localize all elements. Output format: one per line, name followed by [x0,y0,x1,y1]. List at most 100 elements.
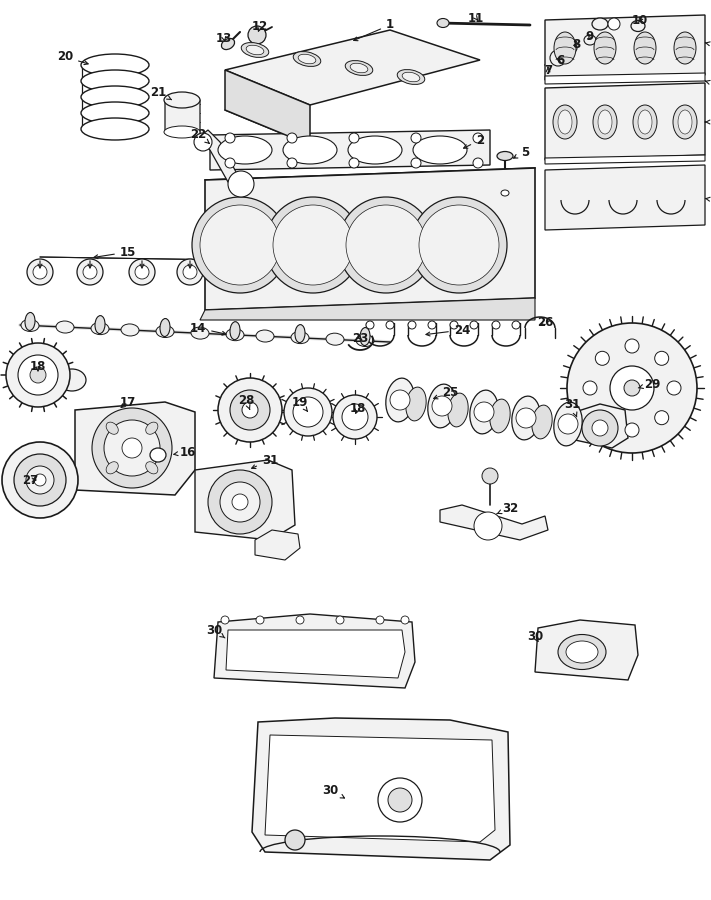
Circle shape [338,197,434,293]
Text: 9: 9 [586,31,594,43]
Ellipse shape [512,396,540,440]
Circle shape [287,133,297,143]
Text: 11: 11 [468,12,484,24]
Circle shape [135,265,149,279]
Text: 26: 26 [537,316,553,328]
Polygon shape [195,460,295,540]
Ellipse shape [291,331,309,344]
Ellipse shape [81,118,149,140]
Ellipse shape [554,32,576,64]
Text: 7: 7 [544,64,552,76]
Circle shape [223,265,237,279]
Ellipse shape [594,32,616,64]
Text: 4: 4 [705,194,711,206]
Text: 18: 18 [350,401,366,415]
Polygon shape [225,30,480,105]
Circle shape [33,265,47,279]
Ellipse shape [674,32,696,64]
Text: 27: 27 [22,473,38,487]
Circle shape [285,830,305,850]
Circle shape [208,470,272,534]
Polygon shape [575,404,628,448]
Text: 29: 29 [638,377,661,391]
Text: 3: 3 [705,39,711,51]
Ellipse shape [25,312,35,330]
Circle shape [218,378,282,442]
Ellipse shape [413,136,467,164]
Ellipse shape [490,399,510,433]
Circle shape [6,343,70,407]
Text: 3: 3 [705,115,711,129]
Circle shape [14,454,66,506]
Text: 5: 5 [513,146,529,158]
Ellipse shape [470,390,498,434]
Ellipse shape [554,402,582,446]
Text: 20: 20 [57,50,88,65]
Circle shape [129,259,155,285]
Ellipse shape [230,321,240,339]
Text: 21: 21 [150,86,171,100]
Ellipse shape [241,42,269,58]
Circle shape [183,265,197,279]
Circle shape [582,410,618,446]
Circle shape [265,197,361,293]
Ellipse shape [346,60,373,76]
Polygon shape [535,620,638,680]
Text: 30: 30 [322,784,345,798]
Circle shape [217,259,243,285]
Circle shape [192,197,288,293]
Circle shape [474,402,494,422]
Ellipse shape [95,316,105,334]
Ellipse shape [218,136,272,164]
Polygon shape [440,505,548,540]
Ellipse shape [106,422,118,435]
Circle shape [228,171,254,197]
Ellipse shape [448,393,468,427]
Text: 24: 24 [426,323,470,337]
Ellipse shape [584,35,596,45]
Circle shape [386,321,394,329]
Circle shape [221,616,229,624]
Text: 32: 32 [496,501,518,515]
Polygon shape [198,130,248,190]
Ellipse shape [497,151,513,160]
Ellipse shape [246,45,264,55]
Polygon shape [545,165,705,230]
Ellipse shape [348,136,402,164]
Circle shape [242,402,258,418]
Ellipse shape [598,110,612,134]
Ellipse shape [91,322,109,335]
Text: 31: 31 [564,399,580,417]
Polygon shape [210,130,490,170]
Text: 2: 2 [464,133,484,148]
Ellipse shape [81,70,149,92]
Circle shape [592,420,608,436]
Ellipse shape [21,320,39,331]
Circle shape [230,390,270,430]
Circle shape [349,158,359,168]
Polygon shape [225,70,310,145]
Circle shape [390,390,410,410]
Ellipse shape [295,325,305,343]
Text: 31: 31 [252,454,278,469]
Polygon shape [545,73,705,84]
Circle shape [30,367,46,383]
Ellipse shape [81,54,149,76]
Circle shape [104,420,160,476]
Ellipse shape [56,321,74,333]
Ellipse shape [121,324,139,336]
Circle shape [34,474,46,486]
Circle shape [92,408,172,488]
Ellipse shape [673,105,697,139]
Circle shape [346,205,426,285]
Text: 14: 14 [190,321,226,335]
Circle shape [376,616,384,624]
Circle shape [567,323,697,453]
Circle shape [470,321,478,329]
Circle shape [516,408,536,428]
Text: 23: 23 [352,331,368,345]
Ellipse shape [631,21,645,32]
Ellipse shape [298,54,316,64]
Circle shape [378,778,422,822]
Circle shape [474,512,502,540]
